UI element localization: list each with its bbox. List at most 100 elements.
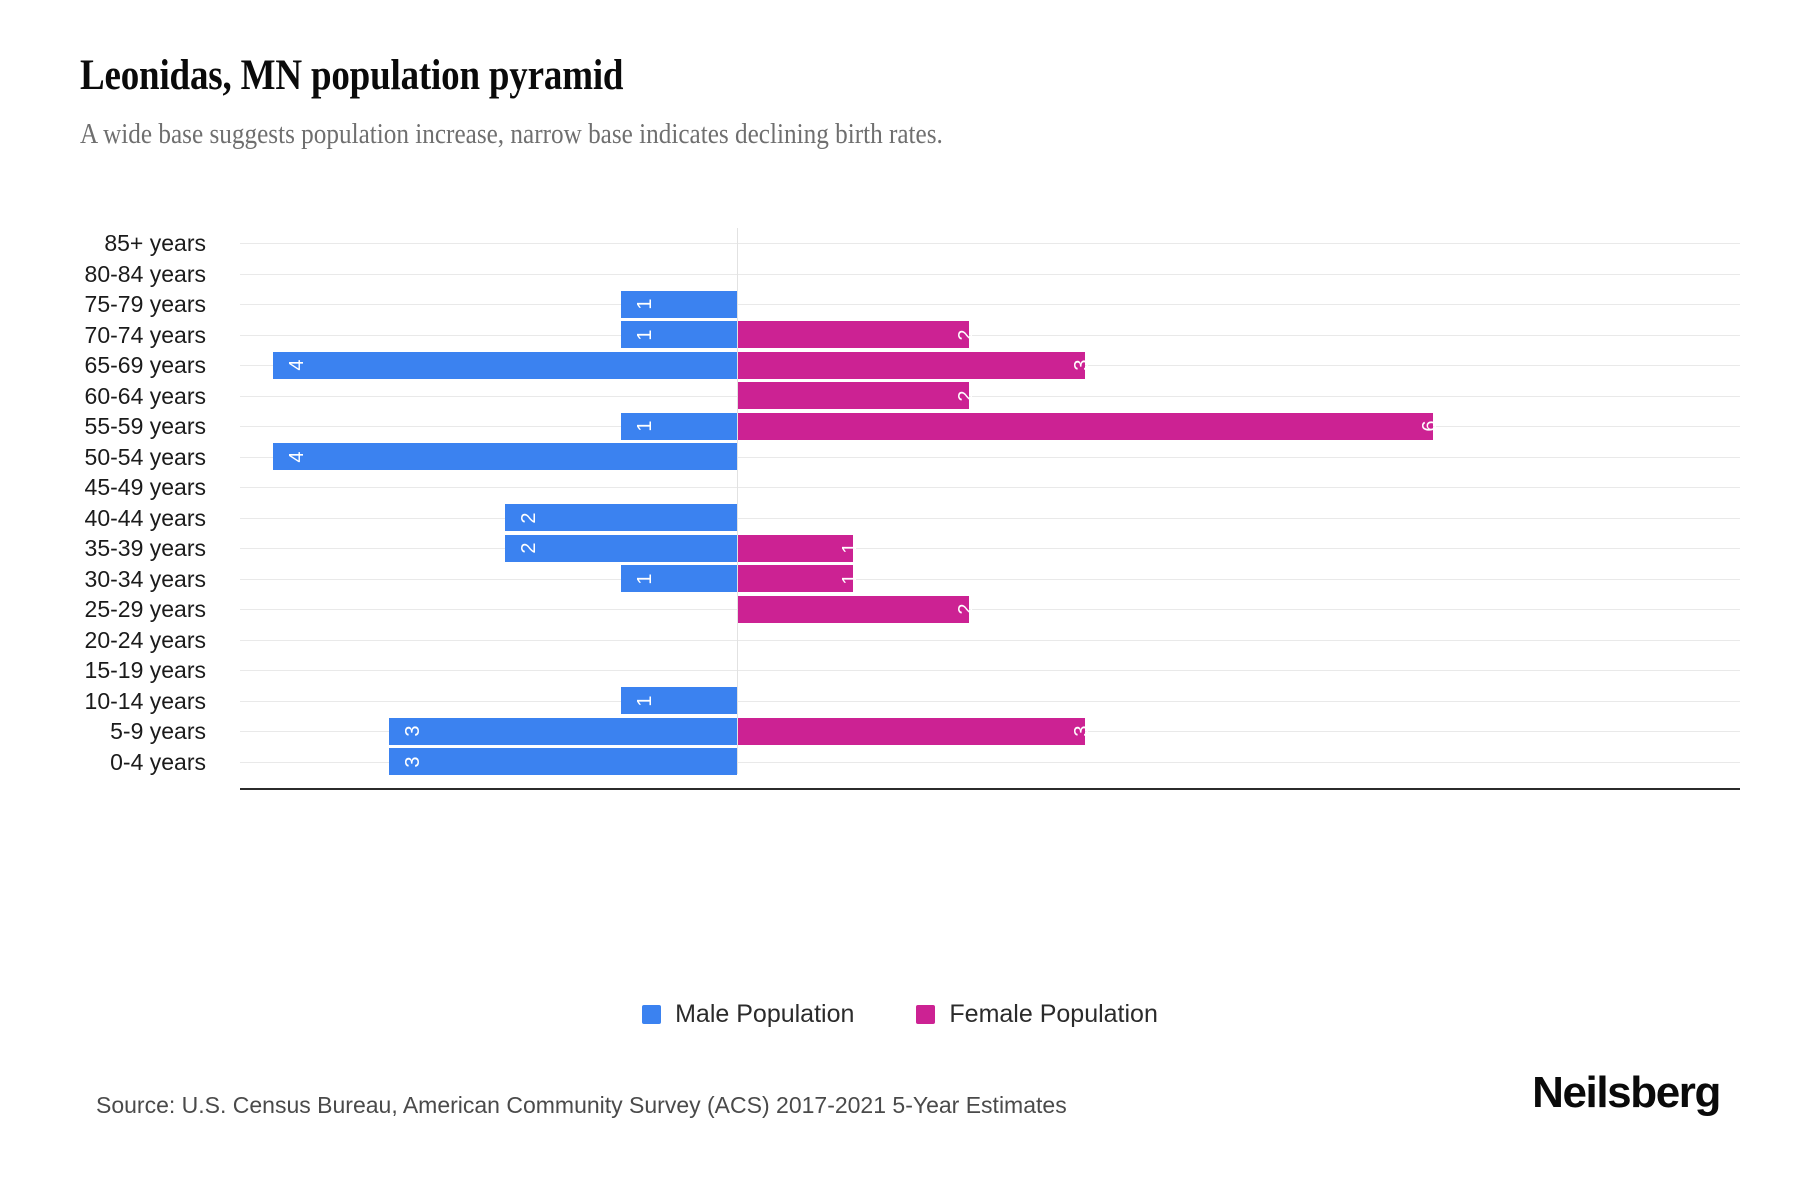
page-title: Leonidas, MN population pyramid — [80, 52, 624, 99]
y-axis-tick-label: 80-84 years — [84, 260, 206, 287]
y-axis-tick-label: 50-54 years — [84, 443, 206, 470]
bar-value-label: 4 — [286, 359, 309, 371]
gridline — [240, 578, 1740, 580]
gridline — [240, 639, 1740, 641]
bar-value-label: 1 — [839, 542, 861, 554]
bar-value-label: 2 — [955, 329, 977, 341]
bar-value-label: 3 — [402, 756, 425, 768]
legend-label-male: Male Population — [675, 1000, 855, 1028]
bar-female[interactable]: 3 — [737, 351, 1093, 379]
chart-subtitle: A wide base suggests population increase… — [80, 119, 943, 151]
center-axis-line — [737, 228, 738, 774]
chart-row: 2 — [240, 381, 1740, 412]
x-axis-baseline — [240, 788, 1740, 790]
gridline — [240, 517, 1740, 519]
y-axis-tick-label: 55-59 years — [84, 413, 206, 439]
y-axis-tick-label: 45-49 years — [84, 474, 206, 500]
bar-male[interactable]: 1 — [621, 290, 737, 318]
gridline — [240, 334, 1740, 336]
y-axis-tick-label: 70-74 years — [84, 321, 206, 348]
y-axis-tick-label: 60-64 years — [84, 382, 206, 409]
gridline — [240, 273, 1740, 275]
bar-value-label: 3 — [1071, 359, 1093, 371]
chart-row: 1 — [240, 289, 1740, 320]
legend-item-female[interactable]: Female Population — [916, 1000, 1158, 1029]
bar-male[interactable]: 3 — [389, 717, 737, 745]
chart-row — [240, 228, 1740, 259]
chart-row — [240, 472, 1740, 503]
chart-row: 3 — [240, 747, 1740, 778]
chart-row — [240, 655, 1740, 686]
chart-row — [240, 259, 1740, 290]
bar-female[interactable]: 3 — [737, 717, 1093, 745]
gridline — [240, 243, 1740, 245]
source-note: Source: U.S. Census Bureau, American Com… — [96, 1092, 1067, 1118]
gridline — [240, 487, 1740, 489]
y-axis-tick-label: 20-24 years — [84, 626, 206, 653]
y-axis-labels: 85+ years 80-84 years 75-79 years 70-74 yea… — [0, 228, 228, 788]
y-axis-tick-label: 5-9 years — [110, 718, 206, 744]
legend-swatch-male-icon — [642, 1005, 662, 1024]
bar-value-label: 1 — [634, 298, 657, 310]
chart-row — [240, 625, 1740, 656]
bar-male[interactable]: 1 — [621, 565, 737, 593]
bar-value-label: 2 — [518, 512, 541, 524]
bar-female[interactable]: 6 — [737, 412, 1441, 440]
bar-female[interactable]: 1 — [737, 534, 861, 562]
gridline — [240, 761, 1740, 763]
bar-value-label: 2 — [955, 390, 977, 402]
chart-plot-area: 85+ years 80-84 years 75-79 years 70-74 yea… — [0, 228, 1800, 808]
chart-row: 2 — [240, 594, 1740, 625]
bar-value-label: 1 — [634, 420, 657, 432]
legend-swatch-female-icon — [916, 1005, 936, 1024]
gridline — [240, 548, 1740, 550]
bar-female[interactable]: 1 — [737, 565, 861, 593]
bar-male[interactable]: 1 — [621, 321, 737, 349]
bar-value-label: 6 — [1419, 420, 1441, 432]
legend-label-female: Female Population — [949, 1000, 1158, 1028]
bar-male[interactable]: 1 — [621, 687, 737, 715]
y-axis-tick-label: 15-19 years — [84, 657, 206, 683]
bar-male[interactable]: 4 — [273, 351, 737, 379]
y-axis-tick-label: 0-4 years — [110, 748, 206, 775]
gridline — [240, 670, 1740, 672]
legend-item-male[interactable]: Male Population — [642, 1000, 854, 1029]
bar-male[interactable]: 3 — [389, 748, 737, 776]
y-axis-tick-label: 75-79 years — [84, 291, 206, 317]
bar-value-label: 3 — [1071, 725, 1093, 737]
bar-value-label: 1 — [634, 329, 657, 341]
bar-female[interactable]: 2 — [737, 382, 977, 410]
gridline — [240, 395, 1740, 397]
chart-row: 2 — [240, 503, 1740, 534]
bar-female[interactable]: 2 — [737, 595, 977, 623]
bar-value-label: 1 — [634, 695, 657, 707]
bar-value-label: 4 — [286, 451, 309, 463]
gridline — [240, 304, 1740, 306]
bar-value-label: 1 — [839, 573, 861, 585]
y-axis-tick-label: 25-29 years — [84, 596, 206, 622]
bar-male[interactable]: 4 — [273, 443, 737, 471]
chart-row: 1 — [240, 686, 1740, 717]
bar-male[interactable]: 1 — [621, 412, 737, 440]
y-axis-tick-label: 30-34 years — [84, 565, 206, 592]
gridline — [240, 456, 1740, 458]
bar-value-label: 2 — [518, 542, 541, 554]
bar-male[interactable]: 2 — [505, 534, 737, 562]
y-axis-tick-label: 65-69 years — [84, 352, 206, 378]
bar-value-label: 3 — [402, 725, 425, 737]
y-axis-tick-label: 40-44 years — [84, 504, 206, 531]
bar-male[interactable]: 2 — [505, 504, 737, 532]
gridline — [240, 700, 1740, 702]
y-axis-tick-label: 10-14 years — [84, 687, 206, 714]
y-axis-tick-label: 35-39 years — [84, 535, 206, 561]
bar-value-label: 2 — [955, 603, 977, 615]
bar-female[interactable]: 2 — [737, 321, 977, 349]
